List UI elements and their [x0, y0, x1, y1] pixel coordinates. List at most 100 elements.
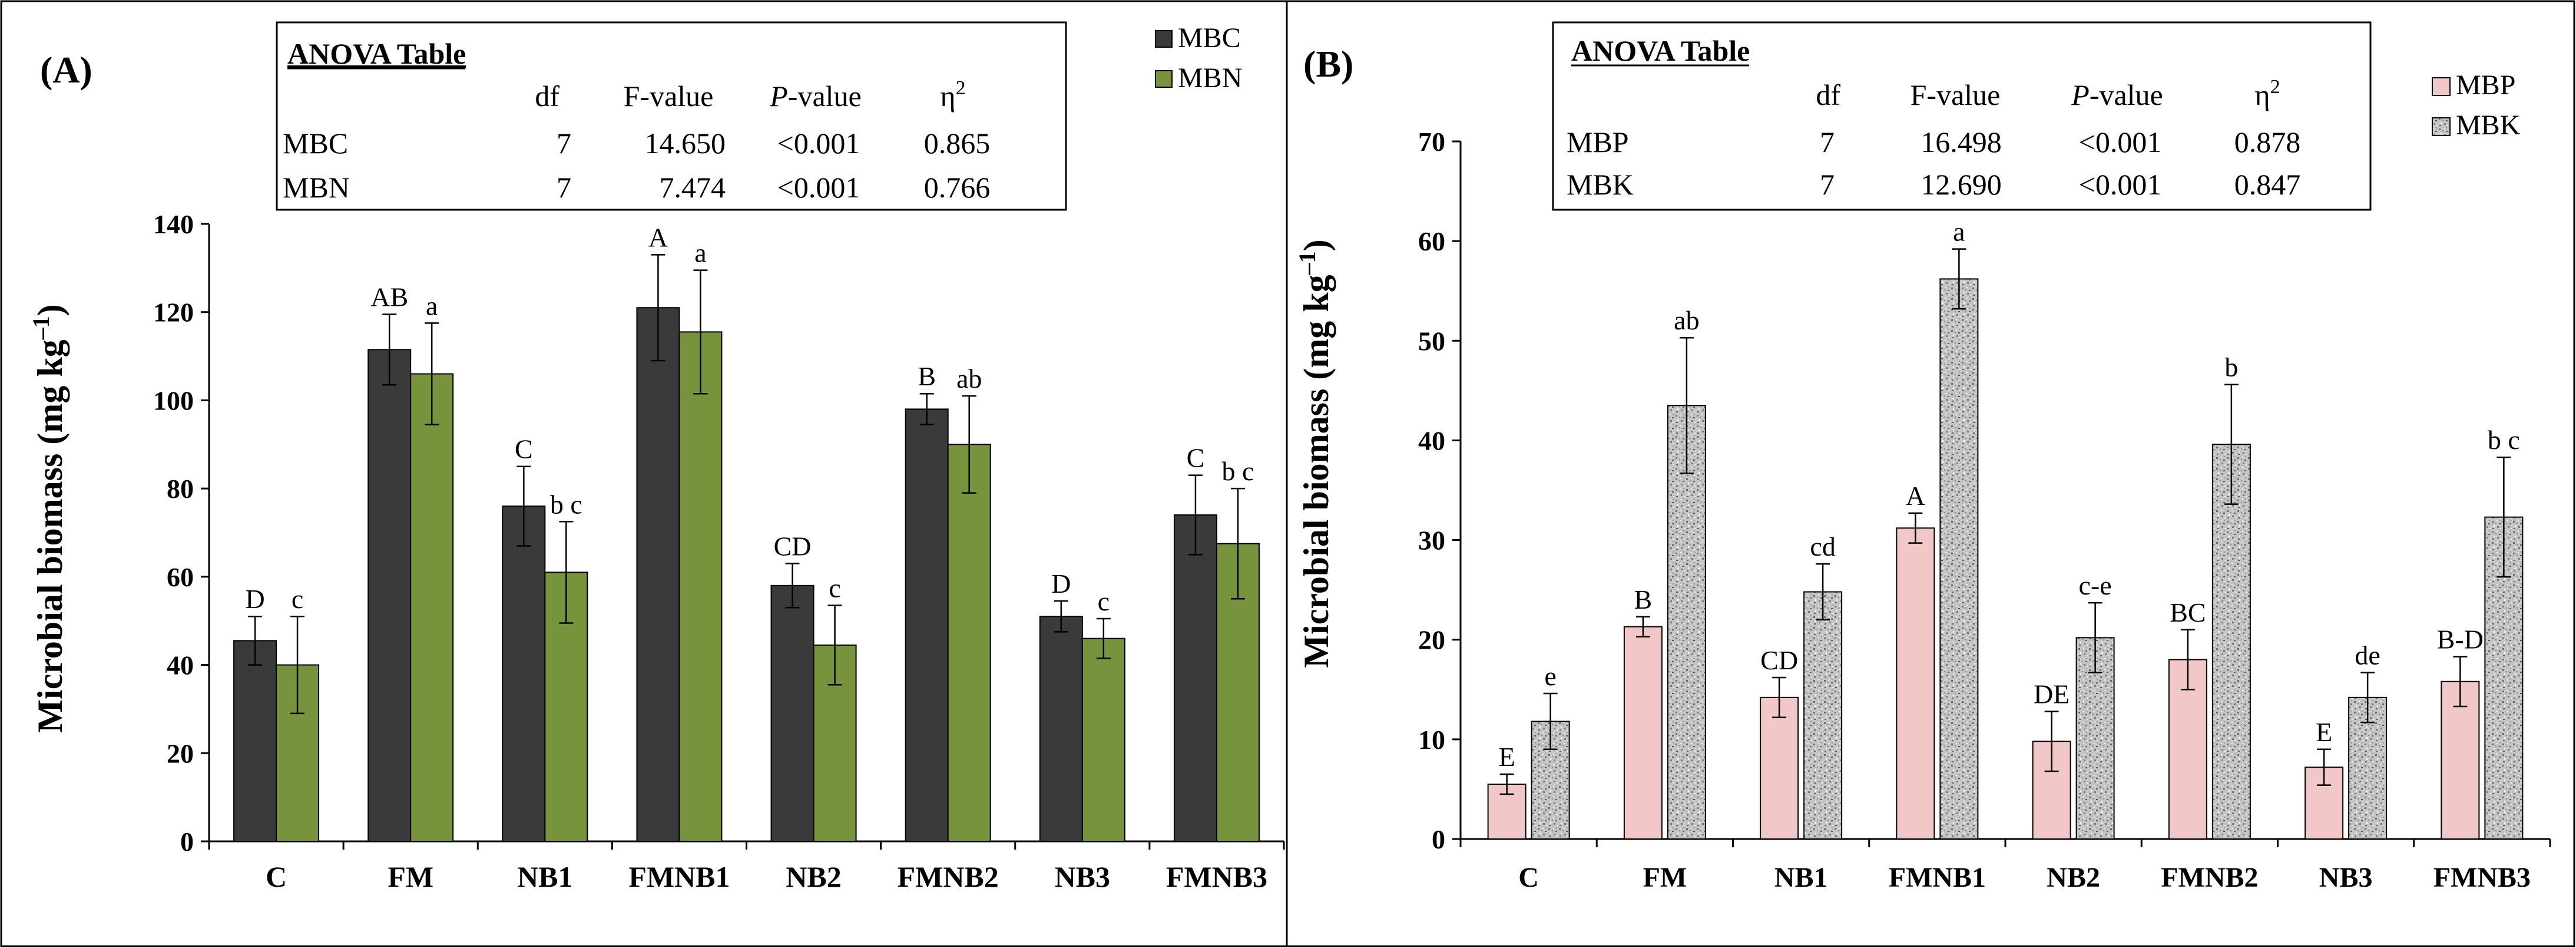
panel-b-significance-letter: CD	[1760, 645, 1798, 675]
panel-a-ylabel: Microbial biomass (mg kg	[31, 339, 69, 732]
panel-b-anova-row2-f: 12.690	[1921, 168, 2002, 201]
panel-b-significance-letter: B	[1634, 584, 1653, 615]
panel-a-anova-row2-df: 7	[557, 171, 571, 204]
panel-b-anova-row2-name: MBK	[1567, 168, 1634, 201]
panel-a-bar-mbn	[947, 444, 991, 842]
panel-a-significance-letter: CD	[774, 531, 812, 561]
panel-a-x-tick-label: FMNB2	[898, 860, 999, 893]
panel-b-plot: 0 10 20 30 40 50 60 70 C Ee FM Bab NB1 CD cd FMNB1 Aa NB2…	[1418, 127, 2551, 893]
panel-a-y-tick-label: 20	[167, 738, 194, 768]
panel-a-anova-row1-f: 14.650	[645, 127, 726, 160]
panel-a-x-tick-label: NB2	[786, 860, 841, 893]
panel-a-significance-letter: B	[918, 361, 936, 391]
panel-b-anova-row2-df: 7	[1820, 168, 1835, 201]
panel-a-x-tick-label: FMNB3	[1166, 860, 1267, 893]
panel-a-y-tick-label: 40	[167, 650, 194, 681]
panel-b-x-tick-label: C	[1518, 862, 1539, 893]
panel-b-bar-mbk	[2211, 444, 2251, 840]
panel-a-significance-letter: AB	[370, 282, 408, 312]
panel-b-significance-letter: E	[1499, 742, 1515, 772]
panel-a-legend: MBC MBN	[1155, 22, 1242, 94]
panel-b-bar-mbp	[1623, 626, 1663, 840]
panel-b-bar-mbk	[1939, 278, 1979, 840]
panel-b-significance-letter: ab	[1674, 305, 1699, 335]
panel-b-significance-letter: de	[2355, 640, 2380, 670]
panel-a-anova-row1-eta: 0.865	[924, 127, 991, 160]
panel-b-legend: MBP MBK	[2432, 70, 2521, 141]
panel-a-label: (A)	[40, 49, 92, 91]
panel-b-y-tick-label: 40	[1418, 425, 1445, 455]
panel-a-ylabel-sup: –1	[28, 316, 54, 340]
panel-b-anova-hdr-eta: η2	[2254, 76, 2280, 111]
panel-a-significance-letter: C	[515, 434, 533, 464]
panel-a-y-tick-label: 100	[153, 385, 194, 415]
panel-b-y-tick-label: 20	[1418, 625, 1445, 655]
panel-a-significance-letter: A	[648, 222, 668, 252]
panel-b-y-axis-title: Microbial biomass (mg kg–1)	[1294, 239, 1336, 668]
panel-b-y-tick-label: 0	[1432, 824, 1445, 854]
panel-b-x-tick-label: NB2	[2047, 862, 2100, 893]
panel-b-anova-table: ANOVA Table df F-value P-value η2 MBP 7 …	[1552, 21, 2372, 211]
panel-a-significance-letter: a	[694, 238, 706, 268]
panel-a-significance-letter: c	[292, 584, 303, 614]
panel-a-anova-hdr-eta: η2	[940, 77, 965, 113]
panel-b-bar-mbk	[1803, 591, 1843, 840]
panel-a: (A) Microbial biomass (mg kg–1) ANOVA Ta…	[28, 21, 1285, 893]
panel-a-bar-mbc	[1039, 616, 1083, 842]
panel-a-anova-row2-p: <0.001	[777, 171, 860, 204]
panel-a-ylabel-end: )	[31, 304, 69, 316]
svg-text:Microbial biomass (mg kg–1): Microbial biomass (mg kg–1)	[28, 304, 69, 732]
panel-b-legend-swatch-mbk	[2432, 117, 2451, 136]
panel-b-x-tick-label: FMNB3	[2433, 862, 2531, 893]
panel-b: (B) Microbial biomass (mg kg–1) ANOVA Ta…	[1294, 21, 2551, 893]
panel-a-significance-letter: a	[426, 290, 438, 321]
panel-b-legend-label-mbk: MBK	[2456, 110, 2521, 141]
panel-b-y-tick-label: 30	[1418, 526, 1445, 556]
panel-a-anova-row2-f: 7.474	[660, 171, 726, 204]
panel-a-x-tick-label: FMNB1	[628, 860, 730, 893]
panel-b-significance-letter: e	[1544, 661, 1556, 691]
panel-a-anova-row2-name: MBN	[283, 171, 350, 204]
panel-a-x-tick-label: NB3	[1055, 860, 1110, 893]
panel-a-significance-letter: C	[1187, 443, 1205, 473]
panel-a-bar-mbn	[1081, 637, 1125, 842]
panel-a-y-tick-label: 0	[180, 827, 194, 857]
panel-a-significance-letter: b c	[1221, 456, 1254, 486]
panel-a-legend-label-mbc: MBC	[1178, 22, 1241, 54]
panel-a-anova-hdr-df: df	[535, 80, 559, 113]
panel-a-anova-box	[276, 21, 1067, 211]
panel-a-bar-mbc	[1173, 514, 1217, 842]
panel-a-legend-label-mbn: MBN	[1178, 62, 1242, 94]
panel-b-anova-box	[1552, 21, 2372, 211]
panel-b-significance-letter: B-D	[2437, 624, 2484, 654]
panel-a-y-tick-label: 60	[167, 562, 194, 592]
panel-a-anova-hdr-f: F-value	[624, 80, 714, 113]
panel-b-x-tick-label: NB3	[2319, 862, 2373, 893]
panel-a-anova-hdr-p: P-value	[769, 80, 861, 113]
panel-a-anova-row2-eta: 0.766	[924, 171, 991, 204]
panel-b-ylabel-sup: –1	[1294, 251, 1320, 275]
panel-a-y-axis-title: Microbial biomass (mg kg–1)	[28, 304, 69, 732]
panel-a-significance-letter: b c	[550, 489, 582, 519]
panel-a-bar-mbc	[905, 408, 949, 842]
panel-b-ylabel-end: )	[1297, 239, 1336, 251]
panel-a-significance-letter: ab	[956, 364, 982, 394]
panel-b-bar-mbp	[1896, 527, 1935, 840]
panel-b-anova-hdr-df: df	[1816, 78, 1840, 111]
panel-a-significance-letter: c	[829, 573, 840, 603]
panel-b-anova-row1-df: 7	[1820, 125, 1835, 158]
panel-b-legend-swatch-mbp	[2432, 77, 2451, 96]
panel-a-y-tick-label: 140	[153, 209, 194, 239]
panel-a-y-tick-label: 80	[167, 474, 194, 504]
panel-a-anova-title: ANOVA Table	[287, 37, 466, 70]
panel-b-significance-letter: E	[2316, 717, 2332, 747]
panel-a-legend-swatch-mbc	[1155, 30, 1173, 48]
panel-b-x-tick-label: FMNB1	[1889, 862, 1986, 893]
panel-b-significance-letter: A	[1906, 481, 1925, 511]
panel-b-significance-letter: c-e	[2079, 570, 2112, 600]
panel-a-legend-swatch-mbn	[1155, 70, 1173, 88]
panel-b-anova-row1-name: MBP	[1567, 125, 1629, 158]
panel-a-bar-mbc	[770, 584, 814, 842]
